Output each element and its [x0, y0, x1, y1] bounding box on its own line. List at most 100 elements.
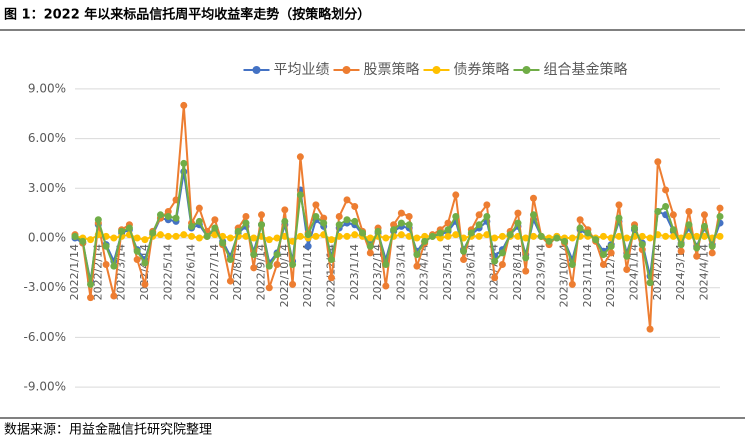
- x-tick-label: 2023/3/14: [394, 244, 407, 300]
- legend-label: 平均业绩: [274, 62, 330, 78]
- x-tick-label: 2023/4/14: [418, 244, 431, 300]
- data-point: [265, 236, 273, 244]
- data-point: [553, 234, 561, 242]
- data-point: [529, 232, 537, 240]
- data-point: [312, 232, 320, 240]
- y-tick-label: 3.00%: [28, 181, 66, 195]
- data-point: [646, 325, 654, 333]
- data-point: [250, 251, 258, 259]
- data-point: [359, 229, 367, 237]
- data-point: [413, 262, 421, 270]
- data-point: [211, 224, 219, 232]
- data-point: [700, 222, 708, 230]
- x-tick-label: 2023/1/14: [348, 244, 361, 300]
- data-point: [436, 229, 444, 237]
- x-tick-label: 2022/1/14: [68, 244, 81, 300]
- x-tick-label: 2022/10/14: [278, 244, 291, 307]
- data-point: [335, 212, 343, 220]
- data-point: [491, 274, 499, 282]
- data-point: [522, 267, 530, 275]
- data-point: [289, 280, 297, 288]
- data-point: [211, 216, 219, 224]
- data-point: [561, 237, 569, 245]
- data-point: [397, 231, 405, 239]
- data-point: [164, 212, 172, 220]
- data-point: [662, 203, 670, 211]
- data-point: [265, 284, 273, 292]
- x-tick-label: 2023/6/14: [464, 244, 477, 300]
- data-point: [156, 231, 164, 239]
- y-tick-label: 6.00%: [28, 131, 66, 145]
- data-point: [483, 201, 491, 209]
- data-point: [498, 232, 506, 240]
- data-point: [716, 232, 724, 240]
- data-point: [351, 231, 359, 239]
- y-tick-label: 9.00%: [28, 81, 66, 95]
- data-point: [421, 232, 429, 240]
- data-point: [71, 232, 79, 240]
- legend-marker: [432, 66, 441, 74]
- y-tick-label: -9.00%: [24, 380, 66, 394]
- legend-marker: [342, 66, 351, 74]
- data-point: [343, 196, 351, 204]
- data-point: [312, 212, 320, 220]
- data-point: [436, 234, 444, 242]
- data-point: [149, 229, 157, 237]
- data-point: [522, 234, 530, 242]
- x-tick-label: 2022/11/14: [301, 244, 314, 307]
- data-point: [444, 226, 452, 234]
- data-point: [514, 209, 522, 217]
- legend-label: 债券策略: [454, 61, 510, 78]
- data-point: [180, 159, 188, 167]
- data-point: [110, 262, 118, 270]
- x-tick-label: 2023/8/14: [511, 244, 524, 300]
- data-point: [685, 207, 693, 215]
- data-point: [475, 221, 483, 229]
- data-point: [203, 232, 211, 240]
- legend-marker: [522, 66, 531, 74]
- data-point: [623, 252, 631, 260]
- data-point: [304, 231, 312, 239]
- data-point: [397, 219, 405, 227]
- data-point: [226, 256, 234, 264]
- x-tick-label: 2024/1/14: [628, 244, 641, 300]
- data-point: [568, 280, 576, 288]
- data-point: [188, 232, 196, 240]
- data-point: [623, 265, 631, 273]
- x-tick-label: 2023/2/14: [371, 244, 384, 300]
- data-point: [693, 244, 701, 252]
- data-point: [366, 242, 374, 250]
- data-point: [669, 226, 677, 234]
- data-point: [460, 247, 468, 255]
- data-point: [467, 229, 475, 237]
- data-point: [662, 232, 670, 240]
- data-point: [491, 234, 499, 242]
- data-point: [273, 261, 281, 269]
- data-point: [141, 280, 149, 288]
- data-point: [335, 221, 343, 229]
- data-point: [669, 211, 677, 219]
- x-tick-label: 2022/5/14: [161, 244, 174, 300]
- data-point: [234, 227, 242, 235]
- data-point: [366, 234, 374, 242]
- data-point: [102, 242, 110, 250]
- data-point: [599, 232, 607, 240]
- data-point: [568, 261, 576, 269]
- data-point: [662, 186, 670, 194]
- data-point: [250, 264, 258, 272]
- data-point: [638, 232, 646, 240]
- data-point: [312, 201, 320, 209]
- data-point: [506, 231, 514, 239]
- data-point: [452, 191, 460, 199]
- data-point: [180, 101, 188, 109]
- data-point: [623, 234, 631, 242]
- data-point: [281, 206, 289, 214]
- data-point: [265, 262, 273, 270]
- x-tick-label: 2023/9/14: [534, 244, 547, 300]
- data-point: [258, 221, 266, 229]
- data-point: [304, 242, 312, 250]
- data-point: [677, 241, 685, 249]
- data-point: [351, 203, 359, 211]
- data-point: [677, 247, 685, 255]
- data-point: [296, 191, 304, 199]
